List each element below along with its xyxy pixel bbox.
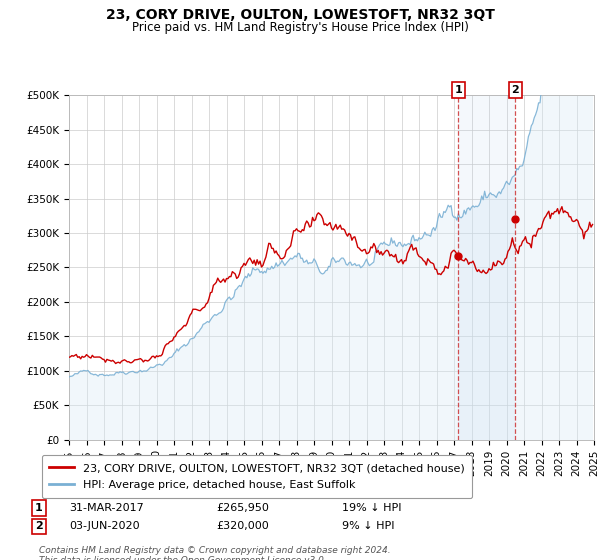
Text: 9% ↓ HPI: 9% ↓ HPI xyxy=(342,521,395,531)
Text: 31-MAR-2017: 31-MAR-2017 xyxy=(69,503,144,513)
Text: 03-JUN-2020: 03-JUN-2020 xyxy=(69,521,140,531)
Legend: 23, CORY DRIVE, OULTON, LOWESTOFT, NR32 3QT (detached house), HPI: Average price: 23, CORY DRIVE, OULTON, LOWESTOFT, NR32 … xyxy=(41,455,472,498)
Text: £320,000: £320,000 xyxy=(216,521,269,531)
Text: Contains HM Land Registry data © Crown copyright and database right 2024.
This d: Contains HM Land Registry data © Crown c… xyxy=(39,546,391,560)
Bar xyxy=(458,95,515,440)
Text: 1: 1 xyxy=(35,503,43,513)
Text: 2: 2 xyxy=(35,521,43,531)
Text: 23, CORY DRIVE, OULTON, LOWESTOFT, NR32 3QT: 23, CORY DRIVE, OULTON, LOWESTOFT, NR32 … xyxy=(106,8,494,22)
Text: 1: 1 xyxy=(455,85,462,95)
Text: Price paid vs. HM Land Registry's House Price Index (HPI): Price paid vs. HM Land Registry's House … xyxy=(131,21,469,34)
Text: 2: 2 xyxy=(511,85,519,95)
Text: 19% ↓ HPI: 19% ↓ HPI xyxy=(342,503,401,513)
Text: £265,950: £265,950 xyxy=(216,503,269,513)
